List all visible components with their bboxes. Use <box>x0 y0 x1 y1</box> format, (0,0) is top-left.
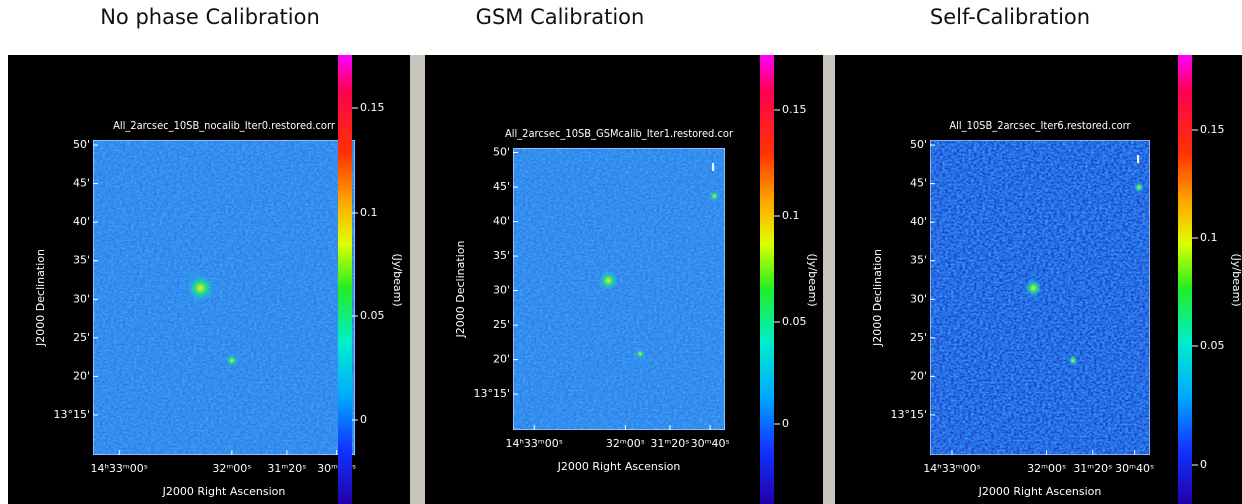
radio-source <box>1024 279 1043 298</box>
y-tick-label: 50' <box>493 146 510 159</box>
colorbar-tick-label: 0.15 <box>782 103 807 116</box>
y-tick-label: 35' <box>73 254 90 267</box>
colorbar-label: (Jy/beam) <box>1230 253 1242 306</box>
image-title: All_10SB_2arcsec_Iter6.restored.corr <box>949 119 1131 132</box>
colorbar <box>338 55 352 504</box>
radio-source <box>1068 355 1078 366</box>
stokes-label: I <box>711 161 715 174</box>
x-tick-label: 31ᵐ20ˢ <box>1073 462 1112 475</box>
sky-image <box>512 147 726 431</box>
y-tick-label: 40' <box>493 215 510 228</box>
y-tick-label: 13°15' <box>473 387 510 400</box>
x-tick-label: 14ʰ33ᵐ00ˢ <box>923 462 980 475</box>
y-tick-label: 30' <box>73 292 90 305</box>
y-tick-label: 40' <box>910 215 927 228</box>
y-tick-label: 45' <box>493 180 510 193</box>
y-tick-label: 25' <box>493 318 510 331</box>
radio-source <box>186 274 215 303</box>
x-tick-label: 31ᵐ20ˢ <box>650 437 689 450</box>
colorbar <box>760 55 774 504</box>
y-axis-label: J2000 Declination <box>34 249 47 347</box>
x-axis-label: J2000 Right Ascension <box>162 485 286 498</box>
x-tick-label: 30ᵐ40ˢ <box>691 437 730 450</box>
y-tick-label: 40' <box>73 215 90 228</box>
colorbar-tick-label: 0.1 <box>782 209 800 222</box>
y-tick-label: 45' <box>73 177 90 190</box>
colorbar-tick-label: 0 <box>360 413 367 426</box>
radio-source <box>225 354 238 367</box>
radio-source <box>635 348 646 359</box>
colorbar-tick-label: 0 <box>782 417 789 430</box>
y-tick-label: 13°15' <box>53 408 90 421</box>
y-axis-label: J2000 Declination <box>871 249 884 347</box>
panel-heading: GSM Calibration <box>476 5 645 29</box>
colorbar-tick-label: 0 <box>1200 458 1207 471</box>
colorbar-tick-label: 0.15 <box>360 101 385 114</box>
sky-image <box>92 139 356 456</box>
colorbar-tick-label: 0.05 <box>360 309 385 322</box>
x-axis-label: J2000 Right Ascension <box>557 460 681 473</box>
x-tick-label: 32ᵐ00ˢ <box>606 437 645 450</box>
y-tick-label: 35' <box>910 254 927 267</box>
x-tick-label: 31ᵐ20ˢ <box>267 462 306 475</box>
y-tick-label: 25' <box>910 331 927 344</box>
y-tick-label: 30' <box>910 292 927 305</box>
x-tick-label: 14ʰ33ᵐ00ˢ <box>505 437 562 450</box>
image-title: All_2arcsec_10SB_GSMcalib_Iter1.restored… <box>505 127 734 140</box>
radio-source <box>709 190 720 201</box>
radio-source <box>598 270 619 291</box>
x-axis-label: J2000 Right Ascension <box>978 485 1102 498</box>
y-tick-label: 50' <box>910 138 927 151</box>
separator <box>823 55 835 504</box>
stokes-label: I <box>1136 153 1140 166</box>
colorbar-tick-label: 0.1 <box>1200 231 1218 244</box>
colorbar <box>1178 55 1192 504</box>
y-tick-label: 50' <box>73 138 90 151</box>
colorbar-tick-label: 0.05 <box>782 315 807 328</box>
y-tick-label: 13°15' <box>890 408 927 421</box>
colorbar-tick-label: 0.15 <box>1200 123 1225 136</box>
y-tick-label: 30' <box>493 284 510 297</box>
colorbar-tick-label: 0.05 <box>1200 339 1225 352</box>
colorbar-label: (Jy/beam) <box>806 253 819 306</box>
sky-image <box>929 139 1151 456</box>
x-tick-label: 32ᵐ00ˢ <box>212 462 251 475</box>
separator <box>410 55 425 504</box>
y-tick-label: 25' <box>73 331 90 344</box>
y-tick-label: 20' <box>910 369 927 382</box>
x-tick-label: 14ʰ33ᵐ00ˢ <box>90 462 147 475</box>
image-title: All_2arcsec_10SB_nocalib_Iter0.restored.… <box>113 119 336 132</box>
y-tick-label: 45' <box>910 177 927 190</box>
radio-source <box>1134 182 1144 193</box>
y-tick-label: 20' <box>73 369 90 382</box>
y-tick-label: 20' <box>493 353 510 366</box>
x-tick-label: 32ᵐ00ˢ <box>1027 462 1066 475</box>
x-tick-label: 30ᵐ40ˢ <box>1115 462 1154 475</box>
y-axis-label: J2000 Declination <box>454 241 467 339</box>
colorbar-tick-label: 0.1 <box>360 206 378 219</box>
colorbar-label: (Jy/beam) <box>391 253 404 306</box>
y-tick-label: 35' <box>493 249 510 262</box>
panel-heading: Self-Calibration <box>930 5 1090 29</box>
panel-heading: No phase Calibration <box>100 5 320 29</box>
